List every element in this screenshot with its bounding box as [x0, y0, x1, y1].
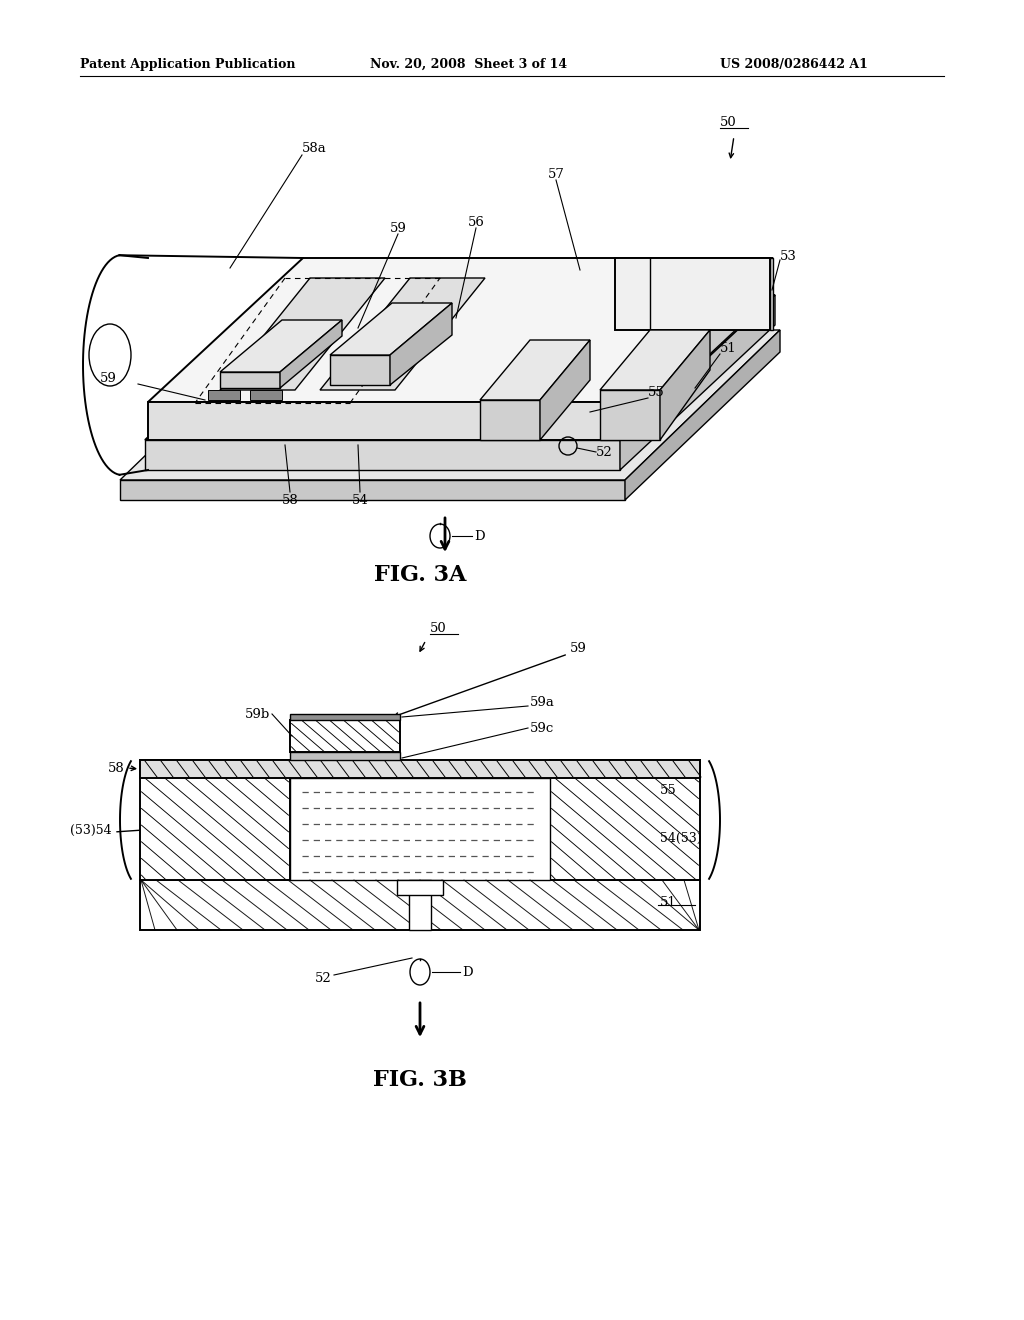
Polygon shape	[550, 760, 700, 880]
Text: 55: 55	[660, 784, 677, 796]
Polygon shape	[290, 714, 400, 719]
Text: 58: 58	[109, 762, 125, 775]
Text: (53)54: (53)54	[71, 824, 112, 837]
Polygon shape	[148, 403, 618, 440]
Polygon shape	[770, 257, 773, 330]
Polygon shape	[220, 279, 385, 389]
Text: US 2008/0286442 A1: US 2008/0286442 A1	[720, 58, 868, 71]
Polygon shape	[600, 389, 660, 440]
Text: D: D	[462, 965, 473, 978]
Text: 59c: 59c	[530, 722, 554, 734]
Text: Patent Application Publication: Patent Application Publication	[80, 58, 296, 71]
Polygon shape	[390, 304, 452, 385]
Text: 50: 50	[430, 622, 446, 635]
Text: 53: 53	[780, 249, 797, 263]
Polygon shape	[330, 304, 452, 355]
Text: 59: 59	[570, 642, 587, 655]
Text: 55: 55	[648, 385, 665, 399]
Text: 58: 58	[282, 494, 298, 507]
Polygon shape	[600, 330, 710, 389]
Polygon shape	[145, 440, 620, 470]
Text: 57: 57	[548, 168, 565, 181]
Polygon shape	[540, 341, 590, 440]
Polygon shape	[620, 294, 775, 470]
Text: Nov. 20, 2008  Sheet 3 of 14: Nov. 20, 2008 Sheet 3 of 14	[370, 58, 567, 71]
Polygon shape	[290, 777, 550, 880]
Polygon shape	[480, 341, 590, 400]
Text: 54: 54	[351, 494, 369, 507]
Polygon shape	[618, 257, 773, 440]
Text: D: D	[474, 529, 484, 543]
Polygon shape	[208, 389, 240, 400]
Text: 54(53): 54(53)	[660, 832, 701, 845]
Text: 58a: 58a	[302, 141, 327, 154]
Polygon shape	[319, 279, 485, 389]
Polygon shape	[625, 330, 780, 500]
Polygon shape	[290, 752, 400, 760]
Polygon shape	[148, 257, 773, 403]
Polygon shape	[145, 294, 775, 440]
Text: 51: 51	[720, 342, 736, 355]
Polygon shape	[330, 355, 390, 385]
Text: 59: 59	[100, 371, 117, 384]
Text: 59a: 59a	[530, 697, 555, 710]
Polygon shape	[220, 319, 342, 372]
Polygon shape	[140, 760, 290, 880]
Text: 50: 50	[720, 116, 736, 128]
Text: FIG. 3A: FIG. 3A	[374, 564, 466, 586]
Polygon shape	[397, 880, 443, 895]
Text: 51: 51	[660, 895, 677, 908]
Polygon shape	[140, 760, 700, 777]
Polygon shape	[120, 480, 625, 500]
Polygon shape	[280, 319, 342, 388]
Polygon shape	[220, 372, 280, 388]
Polygon shape	[140, 880, 700, 931]
Polygon shape	[290, 719, 400, 752]
Text: 59: 59	[390, 222, 407, 235]
Polygon shape	[250, 389, 282, 400]
Text: 52: 52	[315, 972, 332, 985]
Polygon shape	[480, 400, 540, 440]
Text: 56: 56	[468, 215, 485, 228]
Text: 52: 52	[596, 446, 612, 458]
Text: 59b: 59b	[245, 708, 270, 721]
Polygon shape	[615, 257, 770, 330]
Text: FIG. 3B: FIG. 3B	[373, 1069, 467, 1092]
Polygon shape	[409, 880, 431, 931]
Polygon shape	[120, 330, 780, 480]
Polygon shape	[660, 330, 710, 440]
